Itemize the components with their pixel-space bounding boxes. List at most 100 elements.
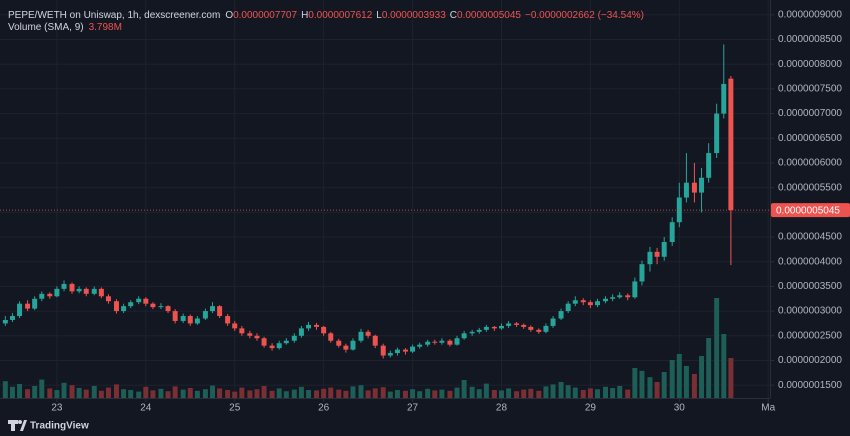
volume-bar [706, 338, 712, 398]
x-tick-label: 26 [318, 403, 330, 414]
volume-bar [9, 386, 15, 398]
candle-body [2, 319, 8, 324]
y-tick-label: 0.0000003000 [778, 306, 842, 317]
volume-bar [610, 388, 616, 398]
volume-bar [98, 390, 104, 398]
candle-body [91, 288, 97, 294]
y-tick-label: 0.0000008500 [778, 34, 842, 45]
candle-body [165, 306, 171, 312]
candle-body [498, 325, 504, 329]
axes: 0.0000001500 0.0000002000 0.0000002500 0.00… [51, 9, 850, 414]
candle-body [239, 328, 245, 334]
volume-bar [654, 382, 660, 398]
ohlc-value: 0.0000007707 [233, 10, 297, 21]
candle-body [483, 326, 489, 330]
candle-body [269, 345, 275, 349]
candle-body [76, 288, 82, 292]
volume-bar [172, 386, 178, 398]
volume-bar [565, 385, 571, 398]
volume-bar [254, 389, 260, 398]
volume-bar [387, 391, 393, 398]
y-tick-label: 0.0000002000 [778, 355, 842, 366]
candle-body [647, 251, 653, 265]
candle-body [172, 311, 178, 321]
volume-bar [128, 390, 134, 398]
volume-bar [143, 386, 149, 398]
candle-body [595, 301, 600, 306]
candle-body [39, 293, 45, 299]
volume-bar [291, 389, 297, 398]
y-tick-label: 0.0000001500 [778, 380, 842, 391]
candle-body [728, 78, 734, 211]
brand: TradingView [30, 421, 89, 432]
volume-bar [54, 390, 60, 398]
change: −0.0000002662 (−34.54%) [525, 10, 644, 21]
volume-bar [410, 389, 416, 398]
candle-body [61, 283, 67, 289]
ohlc-label: H [301, 10, 308, 21]
candle-body [358, 331, 364, 341]
last-price-tag [771, 203, 850, 218]
volume-bar [336, 389, 342, 398]
volume-bar [261, 386, 267, 398]
volume-bar [121, 389, 127, 398]
volume-bar [187, 388, 193, 398]
candle-body [639, 264, 645, 282]
title: PEPE/WETH on Uniswap, 1h, dexscreener.co… [8, 10, 220, 21]
y-tick-label: 0.0000008000 [778, 59, 842, 70]
candle-body [298, 328, 304, 336]
volume-bar [476, 389, 482, 398]
candle-body [580, 300, 586, 303]
candle-body [113, 301, 119, 312]
candle-body [683, 182, 689, 198]
candle-body [105, 296, 111, 302]
candle-body [54, 288, 60, 297]
candle-body [210, 306, 215, 312]
x-tick-label: 29 [585, 403, 597, 414]
volume-bar [113, 384, 119, 398]
candle-body [432, 341, 438, 343]
volume-bar [321, 388, 327, 398]
volume-bar [521, 389, 527, 398]
candle-body [365, 331, 371, 336]
candle-body [9, 316, 15, 320]
volume-bar [69, 385, 75, 398]
volume-bar [728, 358, 734, 398]
ohlc-label: O [225, 10, 233, 21]
candle-body [394, 349, 400, 354]
volume-bar [239, 387, 245, 398]
volume-bar [2, 381, 8, 398]
candle-body [425, 341, 431, 345]
candle-body [410, 346, 416, 352]
volume-bar [306, 390, 312, 398]
logo-stem [11, 420, 15, 431]
candle-body [417, 344, 423, 347]
candle-body [572, 300, 578, 304]
volume-bar [425, 388, 431, 398]
legend-header: PEPE/WETH on Uniswap, 1h, dexscreener.co… [8, 10, 644, 33]
candle-body [476, 329, 482, 332]
y-tick-label: 0.0000002500 [778, 330, 842, 341]
header-line: PEPE/WETH on Uniswap, 1h, dexscreener.co… [8, 10, 644, 21]
x-tick-label: Ma [761, 403, 775, 414]
volume-bar [691, 374, 697, 398]
volume-bar [210, 385, 215, 398]
candle-body [654, 251, 660, 257]
candle-body [676, 197, 682, 223]
volume-bar [276, 388, 282, 398]
volume-bar [372, 388, 378, 398]
candle-body [180, 316, 186, 321]
volume-bar [83, 389, 89, 398]
candle-body [306, 324, 312, 329]
candle-body [714, 113, 720, 154]
y-tick-label: 0.0000006500 [778, 133, 842, 144]
candle-body [439, 340, 445, 343]
volume-bar [483, 383, 489, 398]
ohlc-value: 0.0000005045 [457, 10, 521, 21]
candle-body [321, 326, 327, 334]
volume-bar [632, 368, 638, 398]
candle-body [387, 353, 393, 356]
y-tick-label: 0.0000004500 [778, 232, 842, 243]
volume-bar [617, 386, 623, 398]
